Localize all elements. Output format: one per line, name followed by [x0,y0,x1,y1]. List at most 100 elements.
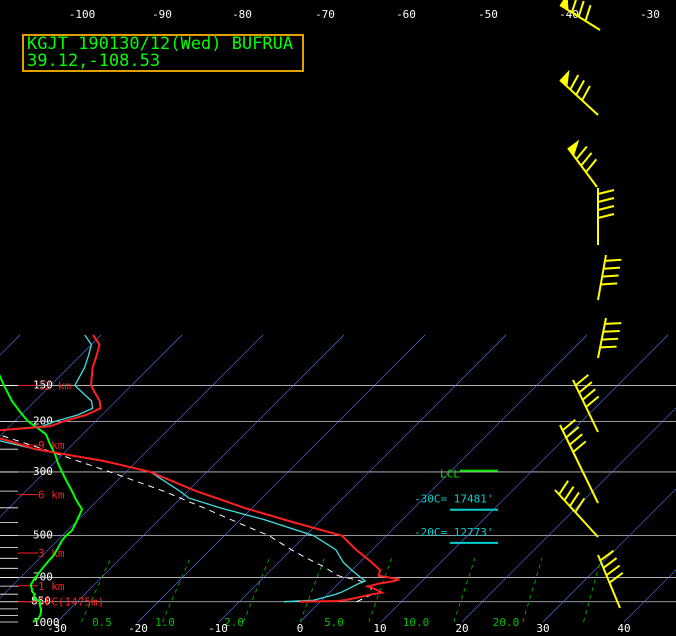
mixing-ratio-line [299,558,325,623]
wind-barb-shaft [559,424,599,504]
level-label: -20C= 12773' [414,526,493,539]
wind-barb-flag [580,152,593,167]
wind-barb-flag [608,572,624,584]
height-label: 3 km [38,547,65,560]
mixing-ratio-line [583,558,602,623]
wind-barb-flag [575,79,585,96]
lower-axis-tick: -30 [47,622,67,635]
isotherm-line [299,334,588,623]
wind-barb-flag [572,440,587,453]
wind-barb-flag [597,213,615,219]
wind-barb-flag [600,282,618,286]
wind-barb-shaft [559,79,599,116]
wind-barb-flag [569,491,580,507]
wind-barb-pennant [560,0,569,11]
upper-axis-tick: -60 [396,8,416,21]
isotherm-line [0,334,183,518]
annotations: LCL -30C= 17481' -20C= 12773' [414,468,498,544]
left-curve [0,373,84,623]
lower-axis-tick: -20 [128,622,148,635]
wind-barb-shaft [554,489,599,538]
upper-axis-tick: -70 [315,8,335,21]
upper-axis-tick: -30 [640,8,660,21]
isobars [0,385,676,603]
pressure-label-500: 500 [33,529,53,542]
mixing-ratio-label: 10.0 [403,616,430,629]
wind-barb-flag [600,345,617,349]
mixing-ratio-label: 20.0 [493,616,520,629]
lower-axis-tick: 10 [373,622,386,635]
mixing-ratio-label: 1.0 [155,616,175,629]
wind-barb-shaft [597,317,607,359]
wind-barb-flag [599,549,615,562]
wind-barb-flag [569,74,580,90]
wind-barb-flag [578,381,593,394]
lcl-label: LCL [440,468,460,481]
station-title: KGJT 190130/12(Wed) BUFRUA [27,34,294,54]
wind-barb-pennant [568,139,580,157]
mixing-ratio-lines: 0.5 1.0 2.0 5.0 10.0 20.0 [80,558,602,629]
wind-barb-flag [581,388,596,401]
mixing-ratio-line [522,558,543,623]
lower-axis-tick: 40 [617,622,630,635]
mixing-ratio-line [161,558,191,623]
wind-barb-flag [574,374,589,387]
axis-labels: -100 -90 -80 -70 -60 -50 -40 -30-30 -20 -10 0 10 20 3… [0,8,660,635]
lower-axis-tick: 30 [536,622,549,635]
isotherm-line [137,334,426,623]
upper-axis-tick: -100 [69,8,96,21]
wind-barb-flag [603,266,621,270]
pressure-label-300: 300 [33,465,53,478]
isotherm-line [542,488,676,623]
wind-barb-flag [563,486,575,501]
wind-barb-flag [565,426,580,439]
isotherm-line [0,334,264,599]
mixing-ratio-label: 2.0 [224,616,244,629]
isotherm-line [218,334,507,623]
height-label: 6 km [38,489,65,502]
lower-axis-tick: 0 [297,622,304,635]
mixing-ratio-line [242,558,270,623]
wind-barb-flag [602,274,619,278]
isotherms [0,334,676,623]
mixing-ratio-label: 0.5 [92,616,112,629]
wind-barb-shaft [597,254,607,301]
wind-barb-flag [597,205,615,211]
isotherm-line [0,334,21,356]
parcel-trace [0,434,373,603]
station-coords: 39.12,-108.53 [27,51,161,71]
pressure-label-1000: 1000 [33,616,60,629]
upper-axis-tick: -80 [232,8,252,21]
station-header: KGJT 190130/12(Wed) BUFRUA 39.12,-108.53 [22,34,304,72]
wind-barb-flag [581,85,591,101]
wind-barb-flag [561,419,576,432]
dewpoint-line [0,334,367,603]
profiles [0,334,400,623]
wind-barb-flag [577,0,585,17]
wind-barb-flag [585,158,598,173]
height-label: SFC(1475m) [38,596,104,609]
wind-barb-flag [558,480,569,495]
wind-barb-flag [570,0,577,13]
mixing-ratio-line [453,558,476,623]
lower-axis-tick: 20 [455,622,468,635]
isotherm-line [461,407,676,623]
wind-barb-shaft [567,147,598,188]
wind-barb-flag [602,557,618,569]
wind-barb-flag [597,189,615,195]
mixing-ratio-line [80,558,112,623]
upper-axis-tick: -40 [559,8,579,21]
height-label: 1 km [38,580,65,593]
wind-barb-flag [574,497,586,513]
isotherm-line [0,334,102,437]
wind-barb-flag [601,337,619,341]
wind-barb-shaft [597,554,621,609]
pressure-label-150: 150 [33,379,53,392]
lower-axis-tick: -10 [208,622,228,635]
isotherm-line [380,334,669,623]
wind-barb-flag [604,258,622,262]
wind-barb-flag [603,329,620,333]
upper-axis-tick: -90 [152,8,172,21]
upper-axis-tick: -50 [478,8,498,21]
